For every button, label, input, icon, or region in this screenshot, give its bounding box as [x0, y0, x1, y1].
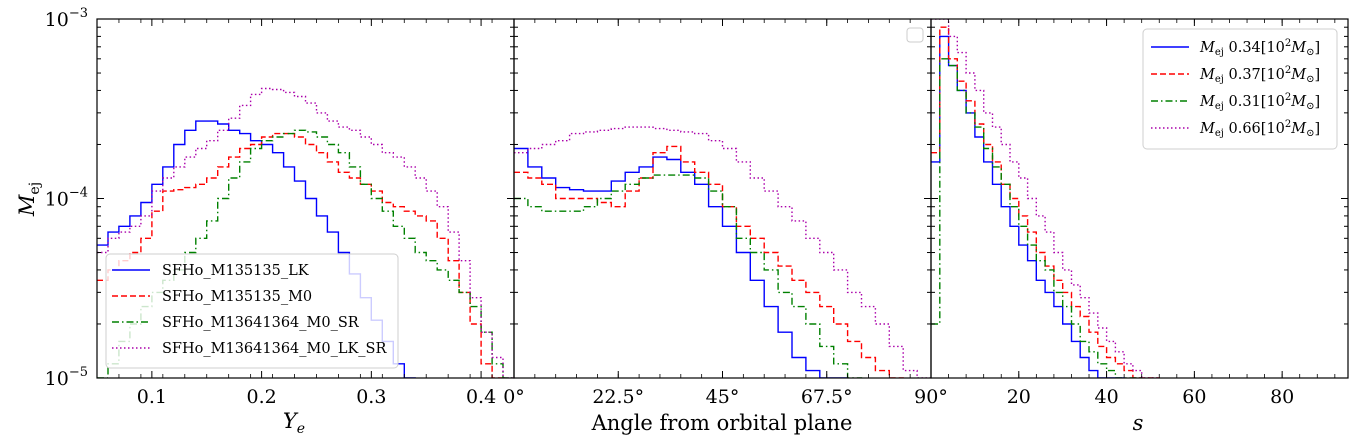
legend-label-right: Mej 0.66[102M⊙]: [1199, 119, 1320, 139]
legend-label-left: SFHo_M135135_LK: [162, 263, 310, 279]
legend-label-right-part: 0.37[10: [1224, 67, 1285, 83]
series-line-3-2: [931, 26, 1160, 378]
series-line-2-2: [514, 145, 904, 378]
y-tick-label-part: −5: [69, 365, 88, 380]
legend-label-right-part: 2: [1285, 38, 1291, 49]
x-tick-label: 45°: [706, 386, 740, 408]
y-tick-label: 10−4: [45, 186, 88, 211]
empty-legend-box: [906, 27, 924, 43]
x-tick-label: 0.4: [466, 386, 496, 408]
x-tick-label: 0.3: [356, 386, 386, 408]
x-axis-label-s: s: [1133, 411, 1144, 435]
legend-label-right-part: 2: [1285, 92, 1291, 103]
x-axis-label-ye: Ye: [283, 409, 305, 437]
legend-label-right: Mej 0.37[102M⊙]: [1199, 65, 1320, 85]
series-line-1-2: [97, 132, 504, 378]
legend-label-right-part: ]: [1315, 121, 1321, 137]
legend-label-right: Mej 0.31[102M⊙]: [1199, 92, 1320, 112]
series-line-2-3: [514, 174, 863, 378]
legend-label-right-part: ⊙: [1306, 101, 1314, 112]
x-tick-label: 22.5°: [592, 386, 644, 408]
legend-label-right-part: M: [1199, 67, 1216, 83]
legend-label-right-part: M: [1199, 121, 1216, 137]
legend-label-right: Mej 0.34[102M⊙]: [1199, 38, 1320, 58]
legend-label-left: SFHo_M13641364_M0_LK_SR: [162, 341, 387, 357]
legend-label-right-part: 0.31[10: [1224, 94, 1285, 110]
x-axis-label-ye-part: e: [297, 421, 305, 437]
x-axis-label-ye-part: Y: [283, 409, 299, 433]
legend-label-right-part: 0.66[10: [1224, 121, 1285, 137]
legend-label-right-part: ej: [1215, 101, 1224, 112]
legend-label-right-part: ]: [1315, 94, 1321, 110]
y-tick-label-part: 10: [45, 189, 69, 211]
legend-label-right-part: M: [1290, 67, 1307, 83]
x-tick-label: 60: [1182, 386, 1206, 408]
y-tick-label-part: 10: [45, 9, 69, 31]
x-tick-label: 0.1: [137, 386, 167, 408]
legend-label-right-part: M: [1290, 40, 1307, 56]
series-line-3-4: [931, 19, 1160, 378]
legend-label-right-part: M: [1199, 94, 1216, 110]
series-line-3-3: [931, 58, 1143, 378]
y-axis-label: Mej: [15, 182, 43, 217]
legend-label-right-part: ]: [1315, 40, 1321, 56]
x-tick-label: 0.2: [246, 386, 276, 408]
y-tick-label-part: 10: [45, 368, 69, 390]
x-tick-label: 40: [1094, 386, 1118, 408]
legend-label-right-part: ej: [1215, 74, 1224, 85]
x-tick-label: 80: [1270, 386, 1294, 408]
x-tick-label: 90°: [914, 386, 948, 408]
y-tick-label-part: −4: [69, 186, 88, 201]
series-line-3-1: [931, 35, 1125, 378]
legend-label-left: SFHo_M13641364_M0_SR: [162, 315, 360, 331]
x-tick-label: 67.5°: [801, 386, 853, 408]
y-tick-label: 10−5: [45, 365, 88, 390]
y-tick-label: 10−3: [45, 6, 88, 31]
legend-label-right-part: ej: [1215, 47, 1224, 58]
legend-label-right-part: ⊙: [1306, 74, 1314, 85]
y-axis-label-part: M: [15, 194, 39, 217]
legend-box-right: [1142, 28, 1338, 150]
legend-label-right-part: 2: [1285, 119, 1291, 130]
x-tick-label: 20: [1007, 386, 1031, 408]
legend-label-right-part: ]: [1315, 67, 1321, 83]
series-line-2-1: [514, 147, 849, 378]
legend-label-left: SFHo_M135135_M0: [162, 289, 312, 305]
legend-label-right-part: M: [1290, 121, 1307, 137]
x-tick-label: 0°: [503, 386, 525, 408]
y-axis-label-part: ej: [27, 182, 43, 195]
legend-label-right-part: ⊙: [1306, 128, 1314, 139]
legend-label-right-part: M: [1290, 94, 1307, 110]
legend-label-right-part: M: [1199, 40, 1216, 56]
y-tick-label-part: −3: [69, 6, 88, 21]
legend-label-right-part: 2: [1285, 65, 1291, 76]
legend-label-right-part: 0.34[10: [1224, 40, 1285, 56]
legend-label-right-part: ej: [1215, 128, 1224, 139]
legend-box-left: [105, 253, 399, 369]
x-axis-label-angle: Angle from orbital plane: [591, 411, 853, 435]
series-line-2-4: [514, 126, 931, 378]
legend-label-right-part: ⊙: [1306, 47, 1314, 58]
